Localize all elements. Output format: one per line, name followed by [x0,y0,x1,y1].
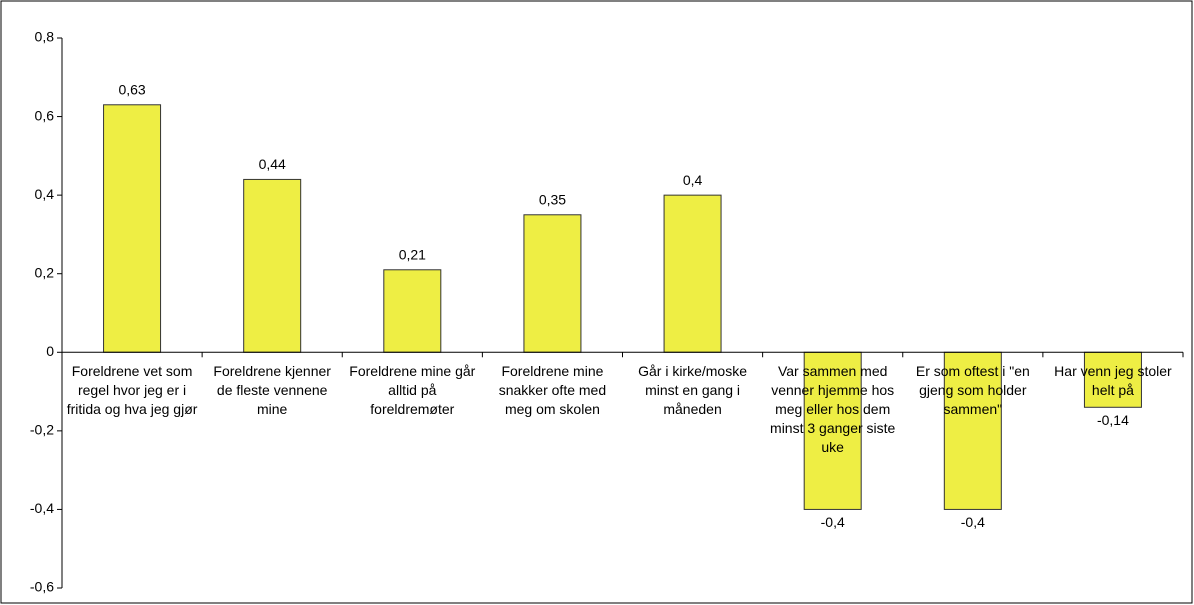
data-label: 0,35 [539,191,566,207]
data-label: 0,21 [399,246,426,262]
y-tick-label: 0 [46,343,54,359]
x-tick-label: Var sammen med venner hjemme hos meg ell… [770,363,896,456]
x-tick-label: Foreldrene mine snakker ofte med meg om … [498,363,607,418]
data-label: -0,4 [821,514,845,530]
bar [943,351,1002,510]
y-tick-label: 0,4 [35,186,55,202]
y-tick-label: -0,4 [30,500,54,516]
x-tick-label: Foreldrene vet som regel hvor jeg er i f… [66,363,198,418]
y-tick-label: 0,8 [35,29,55,45]
x-tick-label: Er som oftest i "en gjeng som holder sam… [915,363,1030,418]
bar [523,214,582,353]
y-tick-label: 0,6 [35,107,55,123]
x-tick-label: Foreldrene kjenner de fleste vennene min… [213,363,331,418]
x-tick-label: Går i kirke/moske minst en gang i månede… [638,363,748,418]
bar [103,104,162,353]
data-label: 0,63 [118,81,145,97]
y-tick-label: 0,2 [35,264,55,280]
data-label: 0,4 [683,172,703,188]
bar [803,351,862,510]
x-tick-label: Har venn jeg stoler helt på [1054,363,1172,399]
data-label: -0,4 [961,514,985,530]
bar [663,194,722,353]
y-tick-label: -0,2 [30,422,54,438]
y-tick-label: -0,6 [30,579,54,595]
bar [383,269,442,353]
data-label: -0,14 [1097,412,1129,428]
bar [243,178,302,353]
data-label: 0,44 [259,156,286,172]
x-tick-label: Foreldrene mine går alltid på foreldremø… [349,363,476,418]
